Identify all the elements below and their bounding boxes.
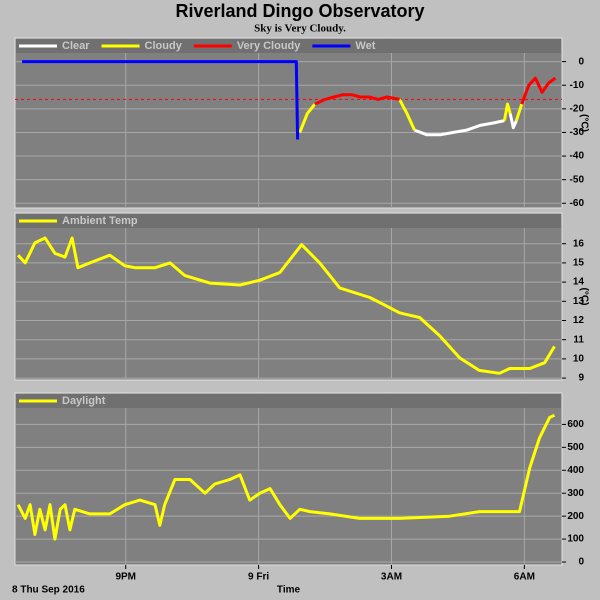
y-tick-label: -30 — [570, 127, 585, 138]
chart-subtitle: Sky is Very Cloudy. — [254, 23, 346, 35]
y-tick-label: 0 — [578, 557, 584, 568]
y-tick-label: 14 — [573, 277, 585, 288]
legend-label: Daylight — [62, 395, 106, 407]
x-tick-label: 6AM — [514, 572, 535, 583]
y-tick-label: -40 — [570, 151, 585, 162]
legend-label: Wet — [355, 40, 375, 52]
y-tick-label: 500 — [567, 442, 584, 453]
y-axis-label: (°C) — [578, 288, 589, 306]
legend-band — [16, 39, 561, 53]
y-axis-label: (°C) — [578, 114, 589, 132]
y-tick-label: -10 — [570, 80, 585, 91]
x-axis-label: Time — [277, 585, 301, 596]
legend-label: Very Cloudy — [237, 40, 301, 52]
y-tick-label: 16 — [573, 238, 585, 249]
data-line — [298, 98, 524, 133]
chart-title: Riverland Dingo Observatory — [175, 1, 424, 21]
y-tick-label: -60 — [570, 198, 585, 209]
y-tick-label: 600 — [567, 419, 584, 430]
y-tick-label: 100 — [567, 534, 584, 545]
y-tick-label: -50 — [570, 174, 585, 185]
x-tick-label: 3AM — [381, 572, 402, 583]
y-tick-label: -20 — [570, 103, 585, 114]
x-tick-label: 9PM — [115, 572, 136, 583]
plot-area — [14, 212, 563, 381]
x-start-label: 8 Thu Sep 2016 — [12, 585, 85, 596]
legend-label: Ambient Temp — [62, 215, 138, 227]
legend-band — [16, 394, 561, 408]
y-tick-label: 200 — [567, 511, 584, 522]
y-tick-label: 300 — [567, 488, 584, 499]
y-tick-label: 10 — [573, 354, 585, 365]
data-line — [16, 236, 556, 375]
y-tick-label: 0 — [578, 56, 584, 67]
legend-label: Clear — [62, 40, 90, 52]
y-tick-label: 13 — [573, 296, 585, 307]
x-tick-label: 9 Fri — [248, 572, 269, 583]
data-line — [413, 113, 518, 137]
plot-area — [14, 392, 563, 566]
plot-area — [14, 37, 563, 209]
y-tick-label: 11 — [573, 334, 584, 345]
data-line — [22, 60, 300, 140]
y-tick-label: 12 — [573, 315, 585, 326]
legend-label: Cloudy — [145, 40, 183, 52]
y-tick-label: 400 — [567, 465, 584, 476]
legend-band — [16, 214, 561, 228]
y-tick-label: 15 — [573, 258, 585, 269]
data-line — [314, 76, 557, 106]
data-line — [16, 413, 556, 541]
y-tick-label: 9 — [578, 373, 584, 384]
